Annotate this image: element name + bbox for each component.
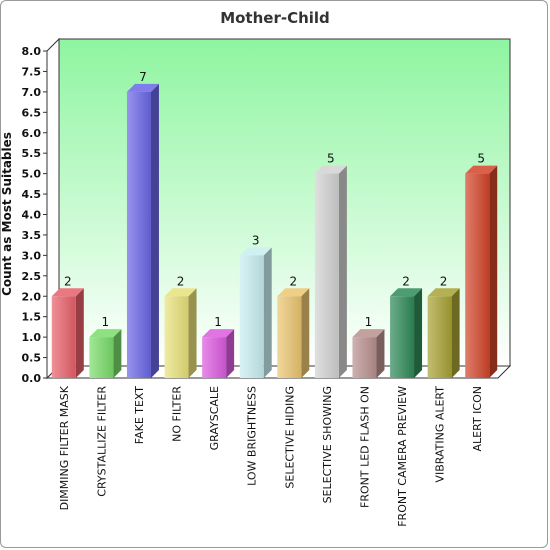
bar — [465, 165, 498, 378]
y-tick-label: 5.5 — [22, 147, 42, 160]
bar-side — [150, 83, 159, 378]
y-axis-label: Count as Most Suitables — [0, 132, 14, 296]
bar-side — [489, 165, 498, 378]
bar — [51, 288, 84, 378]
y-tick-label: 4.5 — [22, 188, 42, 201]
bar-top — [164, 288, 197, 297]
x-tick-label: SELECTIVE HIDING — [283, 386, 296, 489]
bar-top — [239, 247, 272, 256]
bar — [202, 329, 235, 378]
bar — [277, 288, 310, 378]
bar-top — [390, 288, 423, 297]
bar-side — [75, 288, 84, 378]
bar-front — [352, 337, 377, 378]
bar-front — [465, 173, 490, 378]
bar-side — [188, 288, 197, 378]
bar-side — [113, 329, 122, 378]
y-tick-label: 2.0 — [22, 290, 42, 303]
bar-front — [314, 173, 339, 378]
bar-side — [338, 165, 347, 378]
bar-top — [314, 165, 347, 174]
bar-top — [51, 288, 84, 297]
x-tick-label: CRYSTALLIZE FILTER — [95, 386, 108, 497]
bar — [314, 165, 347, 378]
bar-front — [126, 91, 151, 378]
x-tick-label: VIBRATING ALERT — [434, 386, 447, 483]
bar-front — [390, 296, 415, 378]
y-tick-label: 7.5 — [22, 65, 42, 78]
bar — [164, 288, 197, 378]
y-tick-label: 0.5 — [22, 352, 42, 365]
bar — [239, 247, 272, 378]
data-label: 7 — [139, 70, 147, 84]
bar-side — [414, 288, 423, 378]
bar-side — [226, 329, 235, 378]
y-tick-label: 3.0 — [22, 249, 42, 262]
bar-front — [51, 296, 76, 378]
x-tick-label: NO FILTER — [171, 386, 184, 442]
bar-front — [89, 337, 114, 378]
x-tick-label: SELECTIVE SHOWING — [321, 386, 334, 503]
data-label: 2 — [402, 274, 410, 288]
y-tick-label: 1.5 — [22, 311, 42, 324]
data-label: 2 — [177, 274, 185, 288]
bar-top — [427, 288, 460, 297]
data-label: 1 — [365, 315, 373, 329]
bar-side — [301, 288, 310, 378]
bar-front — [277, 296, 302, 378]
y-tick-label: 4.0 — [22, 209, 42, 222]
bar-side — [451, 288, 460, 378]
bar-front — [202, 337, 227, 378]
bar-top — [202, 329, 235, 338]
data-label: 3 — [252, 233, 260, 247]
bar — [352, 329, 385, 378]
bar-side — [376, 329, 385, 378]
bar-front — [164, 296, 189, 378]
x-tick-label: FRONT LED FLASH ON — [358, 386, 371, 508]
bar — [390, 288, 423, 378]
data-label: 5 — [477, 152, 485, 166]
data-label: 1 — [214, 315, 222, 329]
data-label: 2 — [289, 274, 297, 288]
bar-front — [427, 296, 452, 378]
data-label: 5 — [327, 152, 335, 166]
x-tick-label: LOW BRIGHTNESS — [246, 386, 259, 486]
x-tick-label: DIMMING FILTER MASK — [58, 385, 71, 510]
bar-top — [89, 329, 122, 338]
x-tick-label: GRAYSCALE — [208, 386, 221, 450]
bar-side — [263, 247, 272, 378]
y-tick-label: 6.0 — [22, 127, 42, 140]
bar — [89, 329, 122, 378]
bar-top — [352, 329, 385, 338]
chart-title: Mother-Child — [220, 9, 330, 27]
x-tick-label: FRONT CAMERA PREVIEW — [396, 386, 409, 527]
bar-front — [239, 255, 264, 378]
y-tick-label: 1.0 — [22, 331, 42, 344]
bar — [427, 288, 460, 378]
data-label: 2 — [64, 274, 72, 288]
data-label: 2 — [440, 274, 448, 288]
y-tick-label: 3.5 — [22, 229, 42, 242]
y-tick-label: 6.5 — [22, 106, 42, 119]
y-tick-label: 5.0 — [22, 168, 42, 181]
data-label: 1 — [102, 315, 110, 329]
x-tick-label: FAKE TEXT — [133, 386, 146, 445]
y-tick-label: 7.0 — [22, 86, 42, 99]
y-tick-label: 0.0 — [22, 372, 42, 385]
bar-top — [465, 165, 498, 174]
x-tick-label: ALERT ICON — [471, 386, 484, 451]
bar — [126, 83, 159, 378]
bar-top — [277, 288, 310, 297]
y-tick-label: 8.0 — [22, 45, 42, 58]
y-tick-label: 2.5 — [22, 270, 42, 283]
bar-top — [126, 83, 159, 92]
